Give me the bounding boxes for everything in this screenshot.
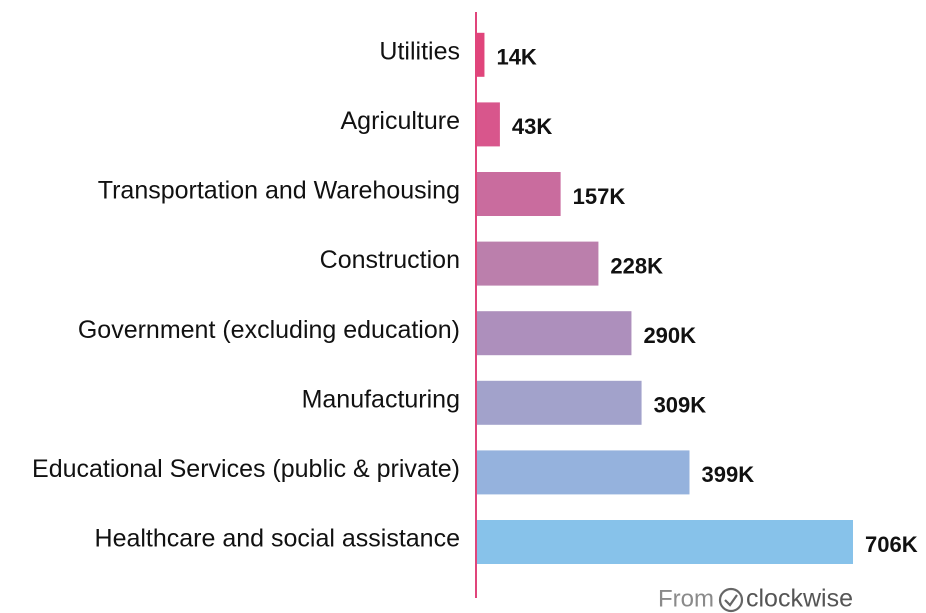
value-label: 399K <box>701 462 754 487</box>
value-label: 290K <box>643 323 696 348</box>
category-label: Manufacturing <box>302 385 460 413</box>
value-label: 309K <box>654 393 707 418</box>
value-label: 14K <box>496 45 536 70</box>
bar <box>477 380 642 425</box>
category-label: Healthcare and social assistance <box>95 525 460 553</box>
bar <box>477 172 561 216</box>
bar <box>477 241 599 286</box>
bar <box>477 311 632 356</box>
bar <box>477 450 690 495</box>
bar <box>477 520 853 564</box>
value-label: 228K <box>610 253 663 278</box>
category-label: Government (excluding education) <box>78 316 460 344</box>
category-label: Utilities <box>379 37 460 65</box>
brand-icon <box>718 587 744 613</box>
category-label: Educational Services (public & private) <box>32 455 460 483</box>
source-prefix: From <box>658 585 714 612</box>
source-brand: clockwise <box>746 585 853 613</box>
bar <box>477 102 500 147</box>
bar <box>477 32 485 77</box>
category-label: Transportation and Warehousing <box>98 177 460 205</box>
value-label: 706K <box>865 532 918 557</box>
category-label: Agriculture <box>341 107 461 135</box>
value-label: 157K <box>573 184 626 209</box>
value-label: 43K <box>512 114 552 139</box>
category-label: Construction <box>320 246 460 274</box>
